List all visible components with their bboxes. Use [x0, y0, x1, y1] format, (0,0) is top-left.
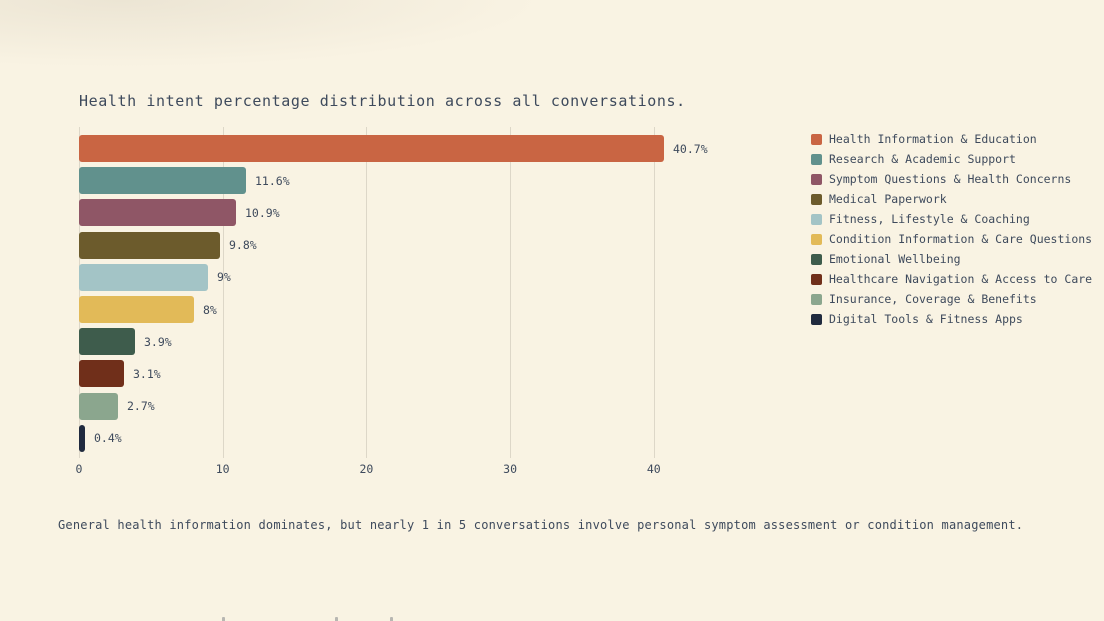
legend-item[interactable]: Condition Information & Care Questions — [811, 229, 1092, 249]
bar-9[interactable] — [79, 392, 118, 420]
legend-swatch-icon — [811, 193, 822, 205]
legend-item[interactable]: Health Information & Education — [811, 129, 1092, 149]
bar-value-label: 11.6% — [255, 173, 290, 188]
x-tick-label: 0 — [75, 462, 83, 476]
legend-label: Insurance, Coverage & Benefits — [829, 292, 1037, 306]
legend-swatch-icon — [811, 233, 822, 245]
legend-swatch-icon — [811, 313, 822, 325]
legend-label: Condition Information & Care Questions — [829, 232, 1093, 246]
legend-label: Healthcare Navigation & Access to Care — [829, 272, 1093, 286]
chart-caption: General health information dominates, bu… — [58, 518, 1024, 532]
legend-item[interactable]: Emotional Wellbeing — [811, 249, 1092, 269]
bar-chart-plot-area: 40.7% 11.6% 10.9% 9.8% 9% 8% 3.9% 3.1% 2.7% 0.4% — [79, 127, 740, 458]
legend-item[interactable]: Healthcare Navigation & Access to Care — [811, 269, 1092, 289]
legend-swatch-icon — [811, 133, 822, 145]
bar-row: 9.8% — [79, 231, 740, 259]
x-tick-label: 40 — [646, 462, 661, 476]
x-tick-label: 20 — [359, 462, 374, 476]
legend-item[interactable]: Research & Academic Support — [811, 149, 1092, 169]
gridline-x-30 — [510, 127, 512, 458]
bar-10[interactable] — [79, 424, 85, 452]
legend-label: Fitness, Lifestyle & Coaching — [829, 212, 1030, 226]
bar-value-label: 2.7% — [127, 399, 155, 414]
x-axis: 0 10 20 30 40 — [75, 462, 740, 478]
legend: Health Information & Education Research &… — [811, 129, 1092, 329]
legend-label: Symptom Questions & Health Concerns — [829, 172, 1072, 186]
bar-row: 10.9% — [79, 199, 740, 227]
bar-value-label: 40.7% — [673, 141, 708, 156]
bar-1[interactable] — [79, 135, 664, 162]
legend-item[interactable]: Insurance, Coverage & Benefits — [811, 289, 1092, 309]
bar-5[interactable] — [79, 263, 208, 291]
bar-row: 40.7% — [79, 135, 740, 162]
gridline-x-0 — [79, 127, 80, 458]
bar-value-label: 10.9% — [245, 205, 280, 220]
gridline-x-10 — [222, 127, 224, 458]
chart-title: Health intent percentage distribution ac… — [79, 92, 686, 110]
legend-item[interactable]: Medical Paperwork — [811, 189, 1092, 209]
legend-label: Medical Paperwork — [829, 192, 947, 206]
bar-6[interactable] — [79, 296, 194, 323]
bar-row: 0.4% — [79, 424, 740, 452]
bar-2[interactable] — [79, 167, 246, 195]
bar-value-label: 8% — [203, 302, 217, 317]
bar-8[interactable] — [79, 360, 124, 388]
x-tick-label: 30 — [503, 462, 518, 476]
bar-3[interactable] — [79, 199, 236, 227]
legend-label: Health Information & Education — [829, 132, 1037, 146]
legend-swatch-icon — [811, 253, 822, 265]
bar-value-label: 3.1% — [133, 366, 161, 381]
legend-swatch-icon — [811, 153, 822, 165]
legend-item[interactable]: Symptom Questions & Health Concerns — [811, 169, 1092, 189]
legend-swatch-icon — [811, 273, 822, 285]
legend-label: Research & Academic Support — [829, 152, 1016, 166]
cropped-next-section-text — [180, 617, 500, 621]
bar-row: 3.1% — [79, 360, 740, 388]
legend-item[interactable]: Digital Tools & Fitness Apps — [811, 309, 1092, 329]
bar-4[interactable] — [79, 231, 220, 259]
bar-value-label: 9.8% — [229, 238, 257, 253]
legend-label: Digital Tools & Fitness Apps — [829, 312, 1023, 326]
bar-row: 8% — [79, 296, 740, 323]
x-tick-label: 10 — [215, 462, 230, 476]
legend-swatch-icon — [811, 173, 822, 185]
bar-row: 9% — [79, 263, 740, 291]
bar-row: 11.6% — [79, 167, 740, 195]
legend-label: Emotional Wellbeing — [829, 252, 961, 266]
legend-swatch-icon — [811, 293, 822, 305]
bar-value-label: 3.9% — [144, 334, 172, 349]
legend-item[interactable]: Fitness, Lifestyle & Coaching — [811, 209, 1092, 229]
bar-value-label: 9% — [217, 270, 231, 285]
legend-swatch-icon — [811, 213, 822, 225]
gridline-x-20 — [366, 127, 368, 458]
bar-7[interactable] — [79, 328, 135, 356]
bar-row: 3.9% — [79, 328, 740, 356]
bar-row: 2.7% — [79, 392, 740, 420]
bar-value-label: 0.4% — [94, 431, 122, 446]
gridline-x-40 — [653, 127, 655, 458]
